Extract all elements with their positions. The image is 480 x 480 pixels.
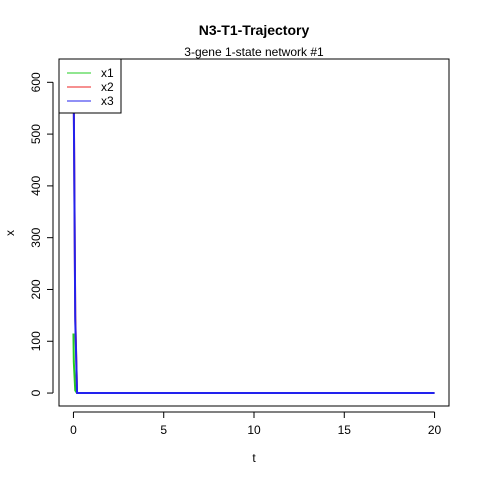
chart-subtitle: 3-gene 1-state network #1 <box>184 45 324 59</box>
x-tick-label: 10 <box>247 423 261 437</box>
plot-frame <box>58 58 450 407</box>
legend-label-x1: x1 <box>101 66 114 80</box>
y-tick-label: 200 <box>29 279 43 299</box>
y-axis: 0 100 200 300 400 500 600 <box>29 72 54 396</box>
y-tick-label: 100 <box>29 331 43 351</box>
legend-box <box>58 58 122 114</box>
x-tick-label: 5 <box>160 423 167 437</box>
y-tick-label: 0 <box>29 389 43 396</box>
y-axis-label: x <box>3 230 17 236</box>
y-tick-label: 400 <box>29 176 43 196</box>
y-tick-label: 300 <box>29 227 43 247</box>
x-tick-label: 15 <box>338 423 352 437</box>
y-tick-label: 500 <box>29 124 43 144</box>
y-tick-label: 600 <box>29 72 43 92</box>
x-axis: 0 5 10 15 20 <box>70 411 442 437</box>
chart-title: N3-T1-Trajectory <box>199 22 310 38</box>
x-tick-label: 20 <box>428 423 442 437</box>
legend-label-x3: x3 <box>101 94 114 108</box>
x-axis-label: t <box>252 451 256 465</box>
legend-label-x2: x2 <box>101 80 114 94</box>
x-tick-label: 0 <box>70 423 77 437</box>
